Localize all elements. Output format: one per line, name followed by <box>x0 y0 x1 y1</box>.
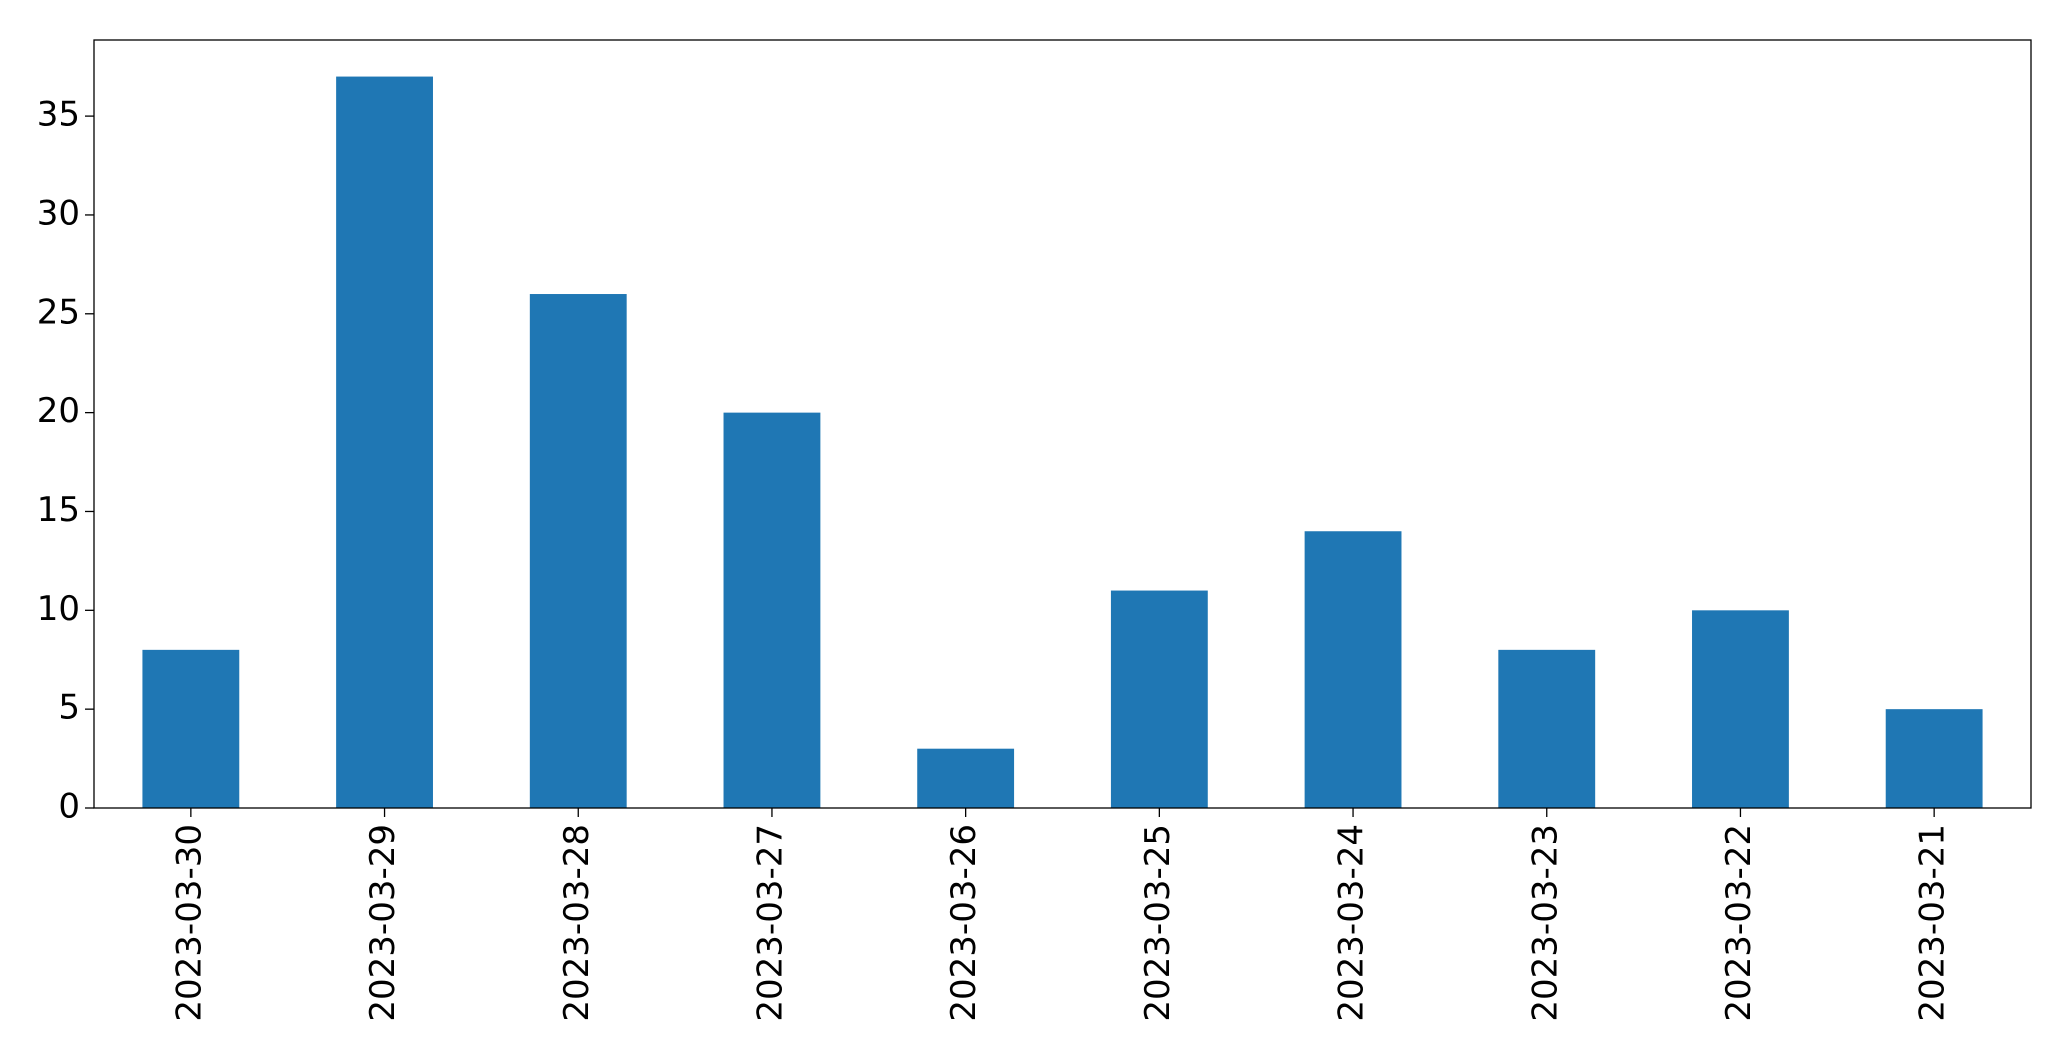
x-tick-label: 2023-03-24 <box>1332 824 1372 1022</box>
bar <box>1498 649 1596 808</box>
x-tick-label: 2023-03-21 <box>1913 824 1953 1022</box>
y-tick-label: 25 <box>37 292 80 332</box>
y-tick-label: 0 <box>58 787 80 827</box>
x-tick-label: 2023-03-29 <box>363 824 403 1022</box>
bar <box>529 294 627 808</box>
bar <box>917 748 1015 808</box>
x-tick-label: 2023-03-30 <box>169 824 209 1022</box>
bar <box>1692 610 1789 808</box>
y-tick-label: 30 <box>37 193 80 233</box>
x-tick-label: 2023-03-28 <box>557 824 597 1022</box>
plot-frame <box>93 39 2032 809</box>
y-tick-label: 5 <box>58 688 80 728</box>
bar <box>142 649 240 808</box>
y-tick-label: 10 <box>37 589 80 629</box>
y-tick-label: 15 <box>37 490 80 530</box>
y-tick-label: 20 <box>37 391 80 431</box>
x-tick-label: 2023-03-23 <box>1525 824 1565 1022</box>
x-tick-label: 2023-03-25 <box>1138 824 1178 1022</box>
bar <box>1304 531 1402 808</box>
bar <box>723 412 821 808</box>
bar <box>1110 590 1208 808</box>
x-tick-label: 2023-03-27 <box>750 824 790 1022</box>
x-tick-label: 2023-03-22 <box>1719 824 1759 1022</box>
x-tick-label: 2023-03-26 <box>944 824 984 1022</box>
y-tick-label: 35 <box>37 95 80 135</box>
bar <box>1885 709 1983 808</box>
bar <box>336 76 433 809</box>
